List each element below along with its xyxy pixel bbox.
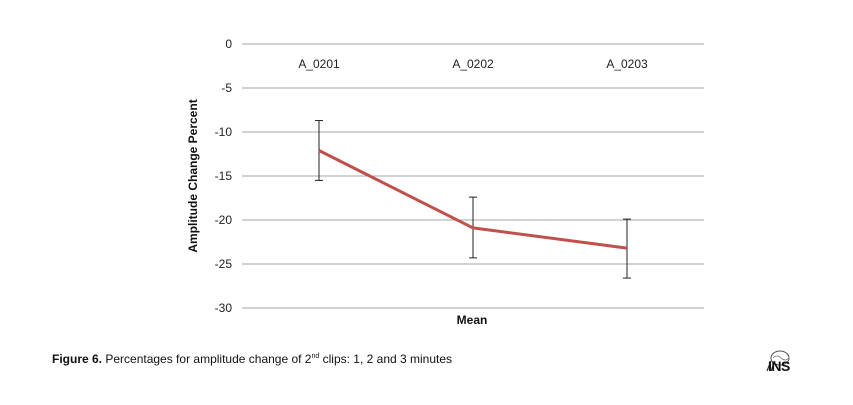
category-label: A_0203 <box>606 57 648 71</box>
x-axis-title: Mean <box>457 313 488 327</box>
category-label: A_0202 <box>452 57 494 71</box>
y-tick-label: -5 <box>221 81 232 95</box>
caption-text: Percentages for amplitude change of 2 <box>102 352 312 366</box>
category-labels: A_0201 A_0202 A_0203 <box>298 57 648 71</box>
journal-logo-icon <box>766 350 790 372</box>
figure-label: Figure 6. <box>52 352 103 366</box>
caption-sup: nd <box>311 353 320 360</box>
figure-caption: Figure 6. Percentages for amplitude chan… <box>52 352 452 366</box>
logo-text: INS <box>768 358 790 374</box>
y-tick-label: -25 <box>215 257 233 271</box>
y-tick-label: -30 <box>215 301 233 315</box>
caption-text-end: clips: 1, 2 and 3 minutes <box>319 352 453 366</box>
gridlines <box>242 43 704 309</box>
y-tick-label: -10 <box>215 125 233 139</box>
series-line-path <box>318 149 628 250</box>
y-tick-label: 0 <box>225 37 232 51</box>
line-chart: 0 -5 -10 -15 -20 -25 -30 A_0201 A_0202 A_0203 Am… <box>186 37 704 327</box>
y-tick-label: -20 <box>215 213 233 227</box>
y-tick-label: -15 <box>215 169 233 183</box>
y-axis-title: Amplitude Change Percent <box>186 99 200 252</box>
series-line <box>318 149 628 250</box>
y-axis-ticks: 0 -5 -10 -15 -20 -25 -30 <box>215 37 233 315</box>
category-label: A_0201 <box>298 57 340 71</box>
error-bars <box>315 120 631 279</box>
